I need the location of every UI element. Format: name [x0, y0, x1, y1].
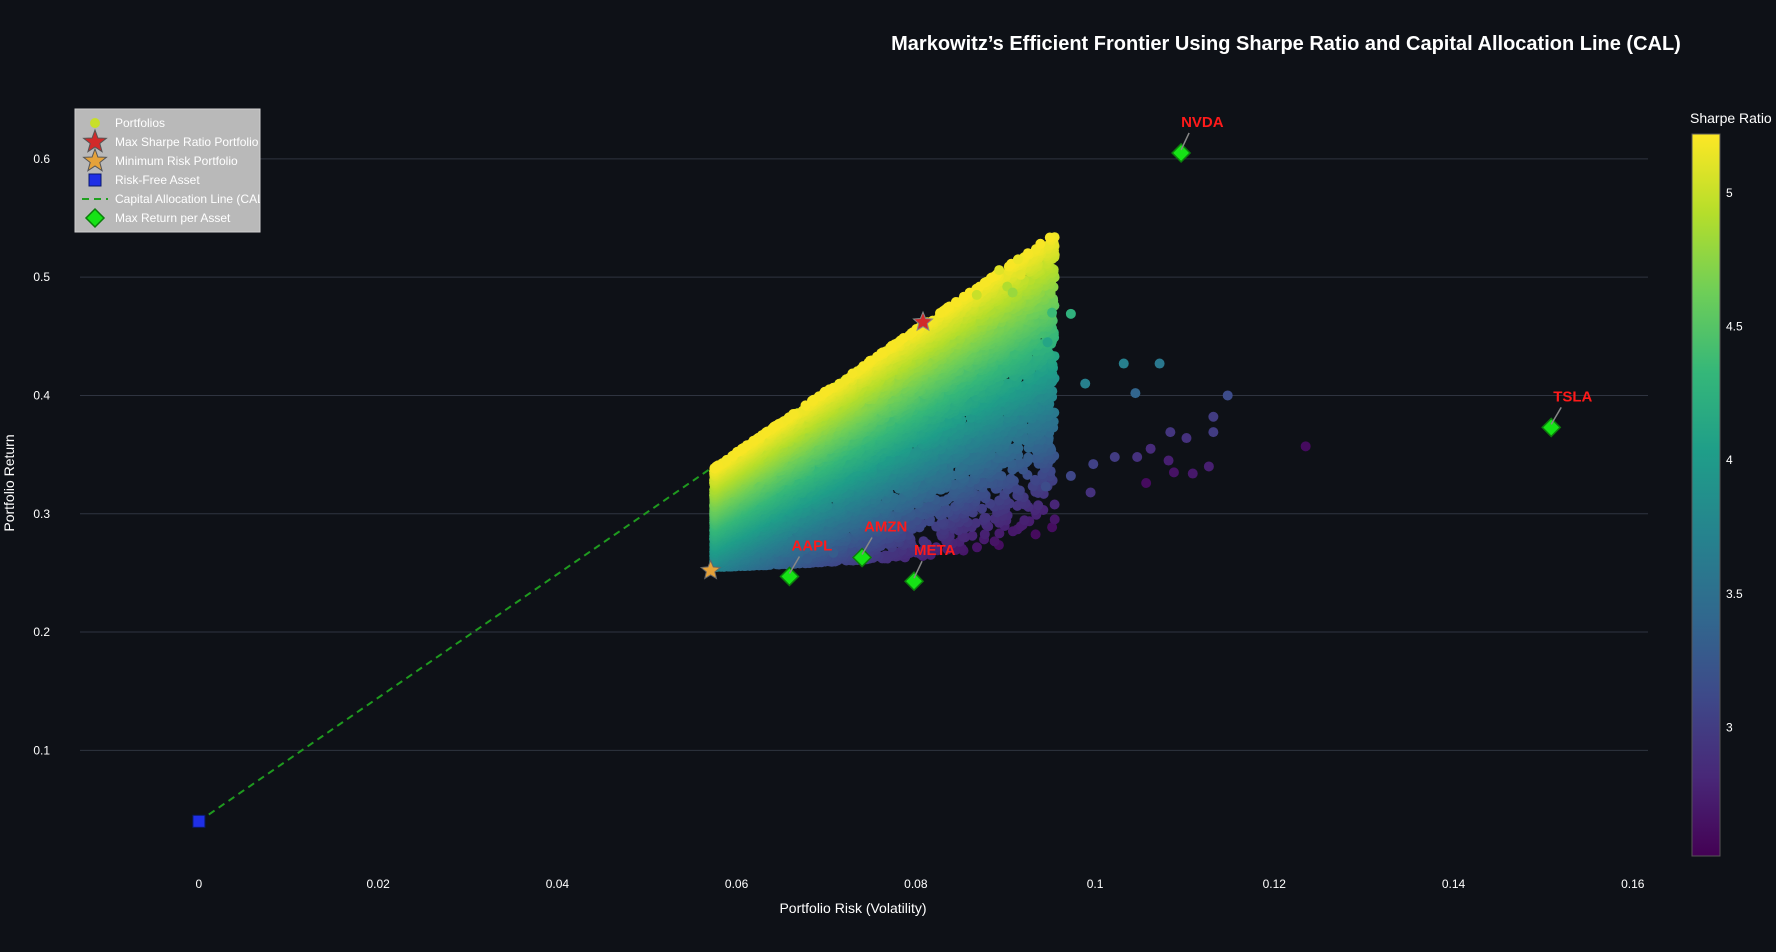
portfolio-point — [1050, 500, 1060, 510]
portfolio-point — [1031, 529, 1041, 539]
portfolio-point — [979, 513, 989, 523]
portfolio-point — [1019, 515, 1029, 525]
portfolio-point — [1023, 453, 1033, 463]
portfolio-point — [972, 542, 982, 552]
portfolio-point — [1006, 474, 1016, 484]
portfolio-point — [1033, 500, 1043, 510]
portfolio-point — [1050, 514, 1060, 524]
